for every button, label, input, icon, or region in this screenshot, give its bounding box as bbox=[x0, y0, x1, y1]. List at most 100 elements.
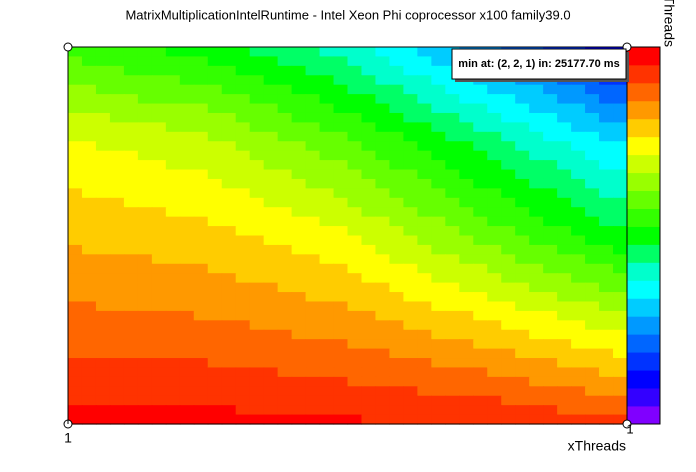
contour-cell bbox=[179, 197, 195, 208]
contour-cell bbox=[543, 367, 558, 378]
contour-cell bbox=[109, 75, 125, 86]
contour-cell bbox=[403, 376, 418, 387]
contour-cell bbox=[151, 84, 167, 95]
contour-cell bbox=[445, 273, 460, 284]
contour-cell bbox=[137, 84, 153, 95]
contour-cell bbox=[68, 244, 83, 255]
contour-cell bbox=[403, 254, 418, 265]
contour-cell bbox=[389, 414, 404, 425]
contour-cell bbox=[417, 160, 432, 171]
contour-cell bbox=[305, 282, 321, 293]
contour-cell bbox=[95, 405, 111, 416]
contour-cell bbox=[431, 235, 446, 246]
contour-cell bbox=[557, 84, 572, 95]
contour-cell bbox=[459, 216, 474, 227]
contour-cell bbox=[375, 310, 391, 321]
contour-cell bbox=[459, 282, 474, 293]
contour-cell bbox=[193, 226, 209, 237]
contour-cell bbox=[389, 141, 404, 152]
contour-cell bbox=[613, 329, 628, 340]
contour-cell bbox=[473, 103, 488, 114]
contour-cell bbox=[361, 47, 377, 58]
contour-cell bbox=[137, 94, 153, 105]
contour-cell bbox=[249, 358, 265, 369]
contour-cell bbox=[319, 310, 335, 321]
contour-cell bbox=[613, 160, 628, 171]
contour-cell bbox=[179, 254, 195, 265]
contour-cell bbox=[151, 329, 167, 340]
contour-cell bbox=[529, 169, 544, 180]
contour-cell bbox=[473, 160, 488, 171]
contour-cell bbox=[459, 94, 474, 105]
contour-cell bbox=[347, 141, 363, 152]
contour-cell bbox=[277, 301, 293, 312]
contour-cell bbox=[95, 226, 111, 237]
contour-cell bbox=[389, 112, 404, 123]
contour-cell bbox=[207, 169, 223, 180]
contour-cell bbox=[235, 188, 251, 199]
contour-cell bbox=[585, 348, 600, 359]
contour-cell bbox=[95, 178, 111, 189]
contour-cell bbox=[585, 207, 600, 218]
contour-cell bbox=[291, 301, 307, 312]
contour-cell bbox=[487, 112, 502, 123]
contour-cell bbox=[431, 112, 446, 123]
contour-cell bbox=[599, 103, 614, 114]
contour-cell bbox=[193, 235, 209, 246]
contour-cell bbox=[305, 235, 321, 246]
contour-cell bbox=[235, 47, 251, 58]
contour-cell bbox=[417, 329, 432, 340]
contour-cell bbox=[389, 103, 404, 114]
color-bar-band bbox=[627, 136, 660, 156]
contour-cell bbox=[543, 197, 558, 208]
contour-cell bbox=[347, 282, 363, 293]
contour-cell bbox=[305, 94, 321, 105]
contour-cell bbox=[403, 244, 418, 255]
corner-marker bbox=[622, 419, 632, 429]
contour-cell bbox=[487, 169, 502, 180]
contour-cell bbox=[515, 348, 530, 359]
contour-cell bbox=[68, 320, 83, 331]
color-bar-band bbox=[627, 118, 660, 138]
color-bar-band bbox=[627, 280, 660, 299]
contour-cell bbox=[585, 235, 600, 246]
color-bar-band bbox=[627, 334, 660, 353]
contour-cell bbox=[109, 263, 125, 274]
contour-cell bbox=[235, 254, 251, 265]
contour-cell bbox=[375, 358, 391, 369]
contour-cell bbox=[557, 131, 572, 142]
contour-cell bbox=[613, 84, 628, 95]
contour-cell bbox=[319, 160, 335, 171]
contour-cell bbox=[389, 292, 404, 303]
contour-cell bbox=[95, 244, 111, 255]
contour-cell bbox=[249, 178, 265, 189]
contour-cell bbox=[291, 65, 307, 76]
contour-cell bbox=[459, 386, 474, 397]
contour-cell bbox=[375, 188, 391, 199]
contour-cell bbox=[515, 367, 530, 378]
contour-cell bbox=[165, 207, 181, 218]
contour-cell bbox=[95, 160, 111, 171]
contour-cell bbox=[291, 244, 307, 255]
contour-cell bbox=[123, 329, 139, 340]
contour-cell bbox=[557, 405, 572, 416]
contour-cell bbox=[445, 94, 460, 105]
contour-cell bbox=[235, 216, 251, 227]
contour-cell bbox=[263, 197, 279, 208]
plot-area bbox=[68, 47, 628, 425]
contour-cell bbox=[417, 226, 432, 237]
contour-cell bbox=[501, 197, 516, 208]
contour-cell bbox=[613, 235, 628, 246]
contour-cell bbox=[585, 358, 600, 369]
contour-cell bbox=[81, 188, 97, 199]
contour-cell bbox=[557, 254, 572, 265]
contour-cell bbox=[165, 131, 181, 142]
contour-cell bbox=[403, 207, 418, 218]
contour-cell bbox=[221, 395, 237, 406]
contour-cell bbox=[389, 329, 404, 340]
color-bar-band bbox=[627, 298, 660, 317]
contour-cell bbox=[361, 320, 377, 331]
contour-cell bbox=[109, 310, 125, 321]
contour-cell bbox=[235, 65, 251, 76]
contour-cell bbox=[431, 197, 446, 208]
